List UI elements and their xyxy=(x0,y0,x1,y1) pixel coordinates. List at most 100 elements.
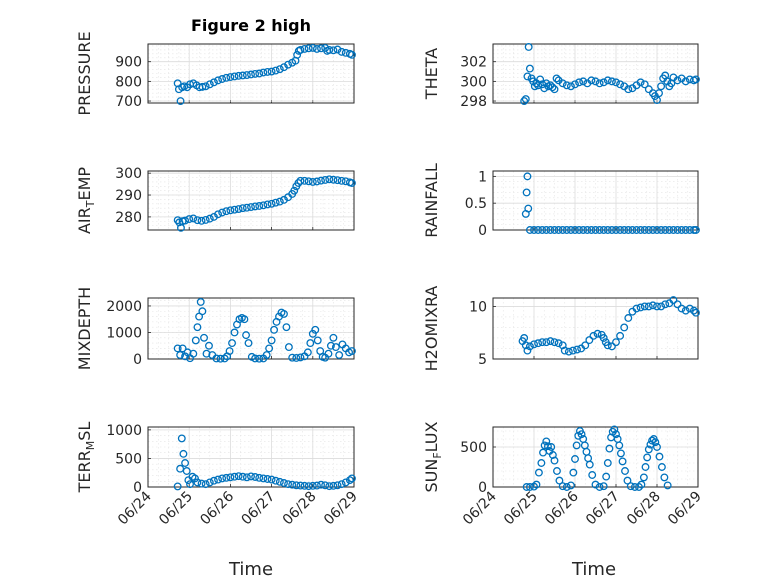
data-point xyxy=(234,205,243,213)
data-point xyxy=(681,306,690,315)
x-tick-label: 06/25 xyxy=(501,489,541,529)
data-point xyxy=(653,96,661,104)
data-point xyxy=(593,329,602,338)
data-point xyxy=(284,60,293,69)
data-point xyxy=(612,338,620,347)
data-point xyxy=(308,177,317,186)
data-point xyxy=(610,425,619,434)
data-point xyxy=(648,301,657,310)
data-point xyxy=(603,341,612,350)
data-point xyxy=(603,459,612,467)
data-point xyxy=(616,226,625,234)
data-point xyxy=(562,226,571,234)
data-point xyxy=(618,457,627,466)
subplot-air-temp: 280 290 300 AIRTEMP xyxy=(75,166,356,234)
y-axis-label: H2OMIXRA xyxy=(422,286,441,372)
data-point xyxy=(234,71,243,80)
data-point xyxy=(267,67,276,76)
data-point xyxy=(193,478,202,487)
data-point xyxy=(337,480,346,489)
data-point xyxy=(546,226,555,234)
y-tick-label: 1000 xyxy=(106,325,142,341)
y-tick-label: 700 xyxy=(115,94,142,110)
data-point xyxy=(630,483,639,491)
data-point xyxy=(255,473,264,482)
data-point xyxy=(534,226,543,234)
data-point xyxy=(209,476,218,485)
data-point xyxy=(251,473,260,481)
y-axis-label: RAINFALL xyxy=(422,163,441,238)
data-point xyxy=(325,482,334,491)
data-point xyxy=(271,476,280,485)
x-tick-label: 06/27 xyxy=(239,489,279,529)
data-point xyxy=(655,89,663,98)
data-point xyxy=(222,473,231,482)
data-point xyxy=(189,349,198,358)
data-point xyxy=(575,78,584,87)
data-point xyxy=(197,216,206,225)
data-point xyxy=(581,341,590,350)
x-tick-label: 06/28 xyxy=(624,489,664,529)
y-tick-label: 0 xyxy=(133,480,142,496)
data-point xyxy=(530,340,538,349)
data-point xyxy=(542,338,551,347)
x-tick-label: 06/29 xyxy=(321,489,361,529)
data-point xyxy=(534,339,543,348)
data-point xyxy=(333,45,342,54)
data-point xyxy=(284,343,293,352)
data-point xyxy=(550,226,559,234)
plot-frame xyxy=(492,297,699,360)
data-point xyxy=(292,481,301,490)
data-point xyxy=(534,468,543,477)
data-point xyxy=(681,77,690,86)
x-tick-label: 06/25 xyxy=(156,489,196,529)
data-point xyxy=(569,468,578,477)
data-point xyxy=(242,331,251,340)
data-point xyxy=(562,483,571,491)
plot-frame xyxy=(492,170,699,231)
y-tick-label: 302 xyxy=(460,55,487,71)
data-point xyxy=(599,226,608,234)
data-point xyxy=(673,226,682,234)
data-point xyxy=(271,198,280,207)
data-point xyxy=(623,476,632,485)
y-tick-label: 300 xyxy=(460,74,487,90)
data-point xyxy=(329,333,338,342)
data-point xyxy=(275,477,284,486)
data-point xyxy=(284,480,293,489)
data-point xyxy=(554,339,563,348)
x-tick-label: 06/29 xyxy=(665,489,705,529)
data-point xyxy=(214,210,222,219)
x-tick-label: 06/26 xyxy=(542,488,582,528)
data-point xyxy=(639,473,648,482)
data-point xyxy=(324,349,333,358)
data-point xyxy=(313,336,322,345)
data-point xyxy=(238,71,247,80)
y-tick-label: 0.5 xyxy=(465,196,487,212)
data-point xyxy=(267,475,276,484)
data-point xyxy=(191,474,199,483)
data-point xyxy=(538,226,547,234)
data-point xyxy=(255,202,264,210)
data-point xyxy=(636,78,645,87)
data-point xyxy=(554,226,563,234)
data-point xyxy=(573,345,581,354)
data-point xyxy=(212,354,221,363)
data-point xyxy=(201,480,210,489)
y-tick-label: 280 xyxy=(115,210,142,226)
data-point xyxy=(626,482,635,491)
data-point xyxy=(685,304,694,313)
data-point xyxy=(230,205,239,214)
data-point xyxy=(251,69,260,78)
data-point xyxy=(636,303,645,312)
data-point xyxy=(677,226,686,234)
plot-frame xyxy=(147,297,355,360)
data-point xyxy=(640,226,649,234)
data-point xyxy=(214,475,222,484)
data-point xyxy=(329,481,338,490)
subplot-h2omixra: 5 10 H2OMIXRA xyxy=(422,286,700,372)
data-point xyxy=(661,300,670,309)
data-point xyxy=(173,216,182,225)
data-point xyxy=(555,476,564,485)
data-point xyxy=(620,226,629,234)
